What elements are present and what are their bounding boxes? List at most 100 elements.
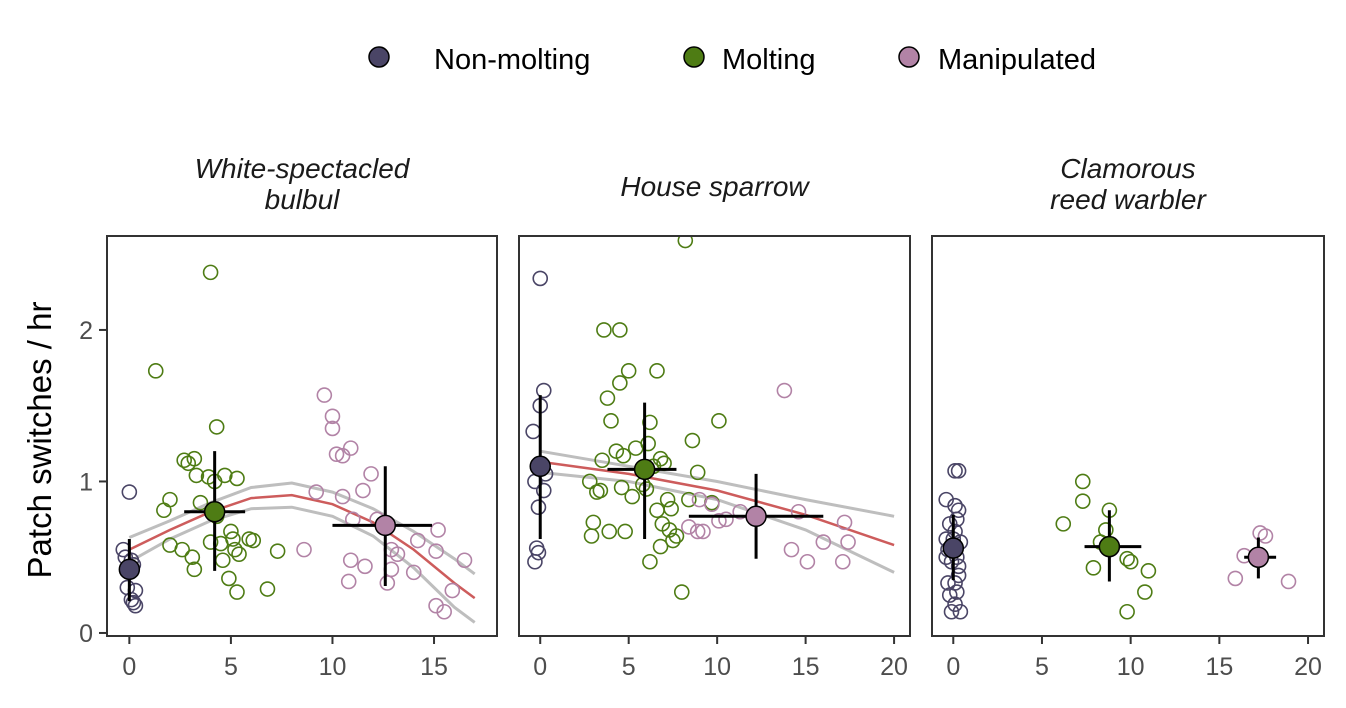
- data-point-manipulated: [342, 552, 359, 569]
- data-point-molting: [269, 543, 286, 559]
- data-point-molting: [613, 479, 630, 496]
- data-point-manipulated: [681, 519, 697, 535]
- data-point-molting: [668, 528, 685, 544]
- data-point-molting: [659, 491, 676, 508]
- data-point-molting: [689, 464, 706, 481]
- x-tick-label: 0: [533, 653, 547, 681]
- data-point-non-molting: [527, 553, 543, 570]
- panel-title-line: reed warbler: [1050, 184, 1207, 215]
- data-point-molting: [663, 500, 679, 517]
- data-point-molting: [174, 541, 190, 558]
- data-point-molting: [227, 541, 243, 558]
- data-point-molting: [188, 467, 205, 484]
- data-point-molting: [594, 452, 610, 469]
- data-point-molting: [1074, 493, 1091, 509]
- data-point-molting: [176, 452, 192, 469]
- mean-point: [529, 455, 551, 478]
- legend: Non-molting Molting Manipulated: [368, 44, 1096, 76]
- data-point-manipulated: [840, 534, 856, 550]
- mean-point: [374, 514, 397, 537]
- panel-border: [106, 235, 498, 637]
- panel-2: House sparrow 0 5 10 15 20: [518, 171, 911, 681]
- y-axis-title: Patch switches / hr: [21, 302, 58, 579]
- data-point-molting: [596, 322, 612, 338]
- x-tick-label: 15: [792, 653, 820, 681]
- data-point-molting: [642, 414, 658, 431]
- mean-point: [118, 558, 141, 581]
- data-point-manipulated: [428, 543, 444, 559]
- data-point-molting: [1074, 473, 1091, 490]
- ci-lower-line: [128, 505, 476, 624]
- data-point-molting: [1140, 563, 1157, 579]
- data-point-manipulated: [342, 440, 359, 456]
- y-tick-label: 1: [79, 468, 93, 496]
- data-point-non-molting: [532, 270, 549, 287]
- data-point-molting: [208, 419, 225, 435]
- data-point-molting: [711, 413, 727, 429]
- data-point-non-molting: [947, 463, 963, 479]
- data-point-manipulated: [296, 541, 312, 558]
- data-point-molting: [245, 532, 262, 549]
- data-point-manipulated: [1257, 528, 1274, 544]
- data-point-manipulated: [328, 446, 345, 462]
- data-point-manipulated: [430, 522, 446, 538]
- x-tick-label: 20: [1294, 653, 1322, 681]
- data-point-non-molting: [535, 382, 552, 399]
- data-point-manipulated: [363, 466, 379, 482]
- data-point-molting: [684, 432, 701, 449]
- data-point-non-molting: [127, 597, 144, 614]
- data-point-molting: [612, 322, 628, 338]
- legend-label: Molting: [722, 44, 816, 76]
- data-point-molting: [585, 514, 602, 531]
- panel-title-line: House sparrow: [620, 171, 810, 202]
- mean-point: [1247, 546, 1270, 568]
- data-point-molting: [649, 363, 665, 379]
- x-tick-label: 5: [622, 653, 636, 681]
- data-point-molting: [1085, 560, 1102, 576]
- data-point-molting: [612, 375, 628, 391]
- data-point-molting: [581, 473, 598, 490]
- data-point-non-molting: [941, 587, 958, 603]
- data-point-molting: [202, 534, 219, 550]
- x-tick-label: 5: [224, 653, 238, 681]
- data-point-manipulated: [790, 503, 807, 520]
- trend-line: [540, 460, 895, 547]
- data-point-non-molting: [950, 558, 967, 575]
- data-point-manipulated: [324, 420, 341, 437]
- data-point-manipulated: [324, 408, 341, 425]
- data-point-molting: [192, 494, 209, 511]
- mean-molting: [184, 451, 246, 571]
- panel-title-line: White-spectacled: [195, 153, 411, 184]
- data-point-manipulated: [316, 387, 333, 403]
- panel-border: [931, 235, 1325, 637]
- data-point-molting: [229, 584, 245, 600]
- data-point-manipulated: [436, 603, 452, 620]
- data-point-non-molting: [949, 584, 965, 600]
- data-point-molting: [624, 488, 641, 505]
- data-point-manipulated: [444, 582, 461, 599]
- data-point-molting: [223, 523, 239, 540]
- legend-swatch: [368, 46, 390, 68]
- data-point-molting: [677, 236, 694, 249]
- data-point-molting: [599, 390, 616, 406]
- mean-non-molting: [118, 539, 141, 602]
- x-tick-label: 5: [1035, 653, 1049, 681]
- data-point-molting: [603, 413, 619, 429]
- x-tick-label: 0: [122, 653, 136, 681]
- data-point-manipulated: [355, 482, 371, 499]
- data-point-manipulated: [1252, 525, 1268, 541]
- data-point-molting: [231, 546, 247, 562]
- data-point-non-molting: [530, 499, 547, 516]
- data-point-molting: [186, 561, 203, 578]
- data-point-non-molting: [125, 594, 142, 611]
- data-point-manipulated: [428, 597, 444, 614]
- data-point-molting: [617, 523, 633, 540]
- data-point-molting: [162, 491, 178, 508]
- data-point-molting: [652, 450, 669, 467]
- legend-item-manipulated: Manipulated: [898, 44, 1096, 76]
- mean-point: [633, 458, 656, 481]
- data-point-non-molting: [950, 502, 967, 519]
